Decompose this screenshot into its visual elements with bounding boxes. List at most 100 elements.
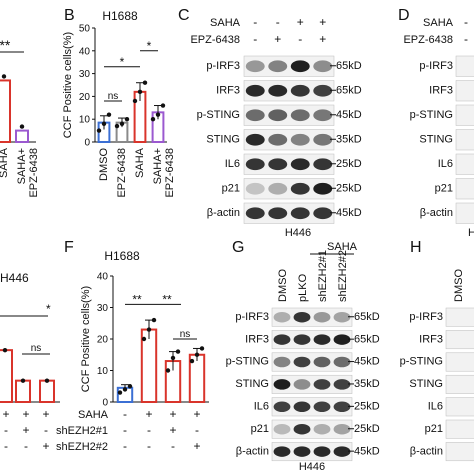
panel-f-chart: 0 10 20 30 40 CCF Positive cells(%) ** ** ns SAHA… bbox=[56, 272, 209, 453]
panel-g-band bbox=[273, 334, 291, 345]
panel-d-blot-strip bbox=[455, 55, 474, 77]
panel-c-band bbox=[313, 60, 333, 73]
panel-g-band bbox=[293, 446, 311, 457]
panel-letter-c: C bbox=[178, 7, 190, 24]
panel-e-sig-label: ns bbox=[31, 343, 42, 354]
panel-g-row-label: IRF3 bbox=[245, 333, 269, 345]
panel-f-bottom-sign: - bbox=[123, 423, 127, 437]
panel-b-data-point bbox=[96, 128, 102, 133]
panel-g-band bbox=[333, 311, 351, 323]
panel-g-kd-label: 25kD bbox=[354, 400, 380, 412]
panel-c-band bbox=[313, 182, 333, 195]
panel-d-row-label: STING bbox=[419, 134, 453, 146]
panel-c-header-sign: - bbox=[298, 32, 302, 46]
panel-f-y-tick-label: 0 bbox=[102, 398, 108, 409]
panel-f-sig-label: ns bbox=[180, 329, 191, 340]
panel-h-row-label: IRF3 bbox=[419, 333, 443, 345]
panel-b-data-point bbox=[150, 117, 156, 122]
panel-b-data-point bbox=[101, 121, 107, 126]
panel-g-band bbox=[273, 356, 291, 368]
panel-g-lane-label: shEZH2#2 bbox=[337, 250, 349, 302]
panel-g-row-label: IL6 bbox=[254, 400, 269, 412]
panel-c-kd-label: 65kD bbox=[336, 60, 362, 72]
panel-c-row-label: IRF3 bbox=[216, 85, 240, 97]
panel-b-y-tick-label: 30 bbox=[79, 69, 91, 80]
panel-e-bottom-sign: - bbox=[44, 423, 48, 437]
panel-c-band bbox=[290, 158, 310, 171]
panel-g-band bbox=[313, 401, 331, 413]
panel-d-blot-strip bbox=[455, 153, 474, 175]
panel-d-blot-strip bbox=[455, 202, 474, 224]
panel-b-title: H1688 bbox=[102, 9, 138, 23]
panel-b-x-tick-label: DMSO bbox=[98, 148, 110, 181]
panel-c-kd-label: 65kD bbox=[336, 85, 362, 97]
panel-c-row-label: p-IRF3 bbox=[206, 60, 240, 72]
panel-e-bottom-sign: - bbox=[24, 439, 28, 453]
panel-e-sig-label: * bbox=[46, 302, 51, 316]
panel-h-row-label: p-STING bbox=[400, 356, 443, 368]
panel-c-kd-label: 45kD bbox=[336, 207, 362, 219]
panel-c-band bbox=[245, 60, 265, 73]
panel-h-blot-strip bbox=[445, 307, 474, 327]
panel-g-kd-label: 25kD bbox=[354, 423, 380, 435]
panel-c-band bbox=[268, 109, 288, 122]
panel-b-chart: 0 10 20 30 40 50 CCF Positive cells(%) DMSO EPZ-… bbox=[62, 24, 176, 198]
panel-d-header-sign: - bbox=[464, 32, 468, 46]
panel-a-data-point bbox=[19, 124, 25, 129]
panel-d-row-label: p-IRF3 bbox=[419, 60, 453, 72]
panel-f-bottom-sign: - bbox=[147, 423, 151, 437]
panel-a-sig-label: *** bbox=[0, 37, 11, 53]
panel-c-header-sign: + bbox=[274, 32, 281, 46]
panel-g-band bbox=[273, 311, 291, 323]
panel-f-bottom-sign: - bbox=[147, 439, 151, 453]
panel-e-bar bbox=[0, 349, 13, 403]
panel-c-band bbox=[268, 84, 288, 97]
panel-b-y-tick-label: 10 bbox=[79, 115, 91, 126]
panel-g-row-label: p21 bbox=[251, 423, 269, 435]
panel-c-band bbox=[313, 109, 333, 122]
panel-g-band bbox=[313, 311, 331, 323]
panel-b-sig-label: ns bbox=[108, 91, 119, 102]
panel-c-band bbox=[245, 207, 265, 220]
panel-a-bar bbox=[0, 79, 11, 144]
panel-g-band bbox=[333, 356, 351, 368]
panel-g-band bbox=[293, 334, 311, 345]
panel-g-band bbox=[293, 379, 311, 390]
panel-h-blot-strip bbox=[445, 352, 474, 372]
panel-f-bottom-row-label: shEZH2#2 bbox=[56, 441, 108, 453]
panel-e-bottom-sign: + bbox=[2, 407, 9, 421]
panel-c-header-sign: + bbox=[319, 15, 326, 29]
panel-c-band bbox=[290, 84, 310, 97]
panel-g-band bbox=[333, 446, 351, 457]
panel-g-row-label: p-IRF3 bbox=[235, 311, 269, 323]
panel-g-row-label: β-actin bbox=[236, 445, 269, 457]
panel-f-data-point bbox=[175, 349, 181, 354]
panel-c-band bbox=[245, 84, 265, 97]
panel-f-bottom-sign: + bbox=[145, 407, 152, 421]
panel-a-bar bbox=[15, 129, 29, 144]
panel-e-data-point bbox=[44, 378, 50, 383]
panel-f-y-tick-label: 10 bbox=[97, 366, 109, 377]
panel-g-kd-label: 65kD bbox=[354, 333, 380, 345]
panel-g-band bbox=[293, 311, 311, 323]
panel-h-row-label: p21 bbox=[425, 423, 443, 435]
panel-g-band bbox=[313, 379, 331, 390]
panel-f-data-point bbox=[170, 355, 176, 361]
panel-b-data-point bbox=[119, 121, 125, 126]
panel-letter-b: B bbox=[64, 7, 75, 24]
panel-g-western-blot: p-IRF3 65kD IRF3 65kD p-STING 45kD STING 35kD IL… bbox=[226, 241, 380, 462]
panel-letter-h: H bbox=[410, 239, 422, 256]
panel-d-blot-strip bbox=[455, 104, 474, 126]
panel-f-data-point bbox=[122, 387, 128, 392]
panel-h-row-label: p-IRF3 bbox=[409, 311, 443, 323]
panel-d-row-label: IRF3 bbox=[429, 85, 453, 97]
panel-g-band bbox=[293, 401, 311, 413]
panel-c-row-label: IL6 bbox=[225, 158, 240, 170]
panel-e-bottom-sign: - bbox=[4, 439, 8, 453]
panel-d-blot-strip bbox=[455, 80, 474, 102]
panel-c-band bbox=[313, 207, 333, 220]
panel-h-blot-strip bbox=[445, 442, 474, 462]
panel-f-bottom-sign: - bbox=[195, 423, 199, 437]
panel-h-blot-strip bbox=[445, 374, 474, 394]
